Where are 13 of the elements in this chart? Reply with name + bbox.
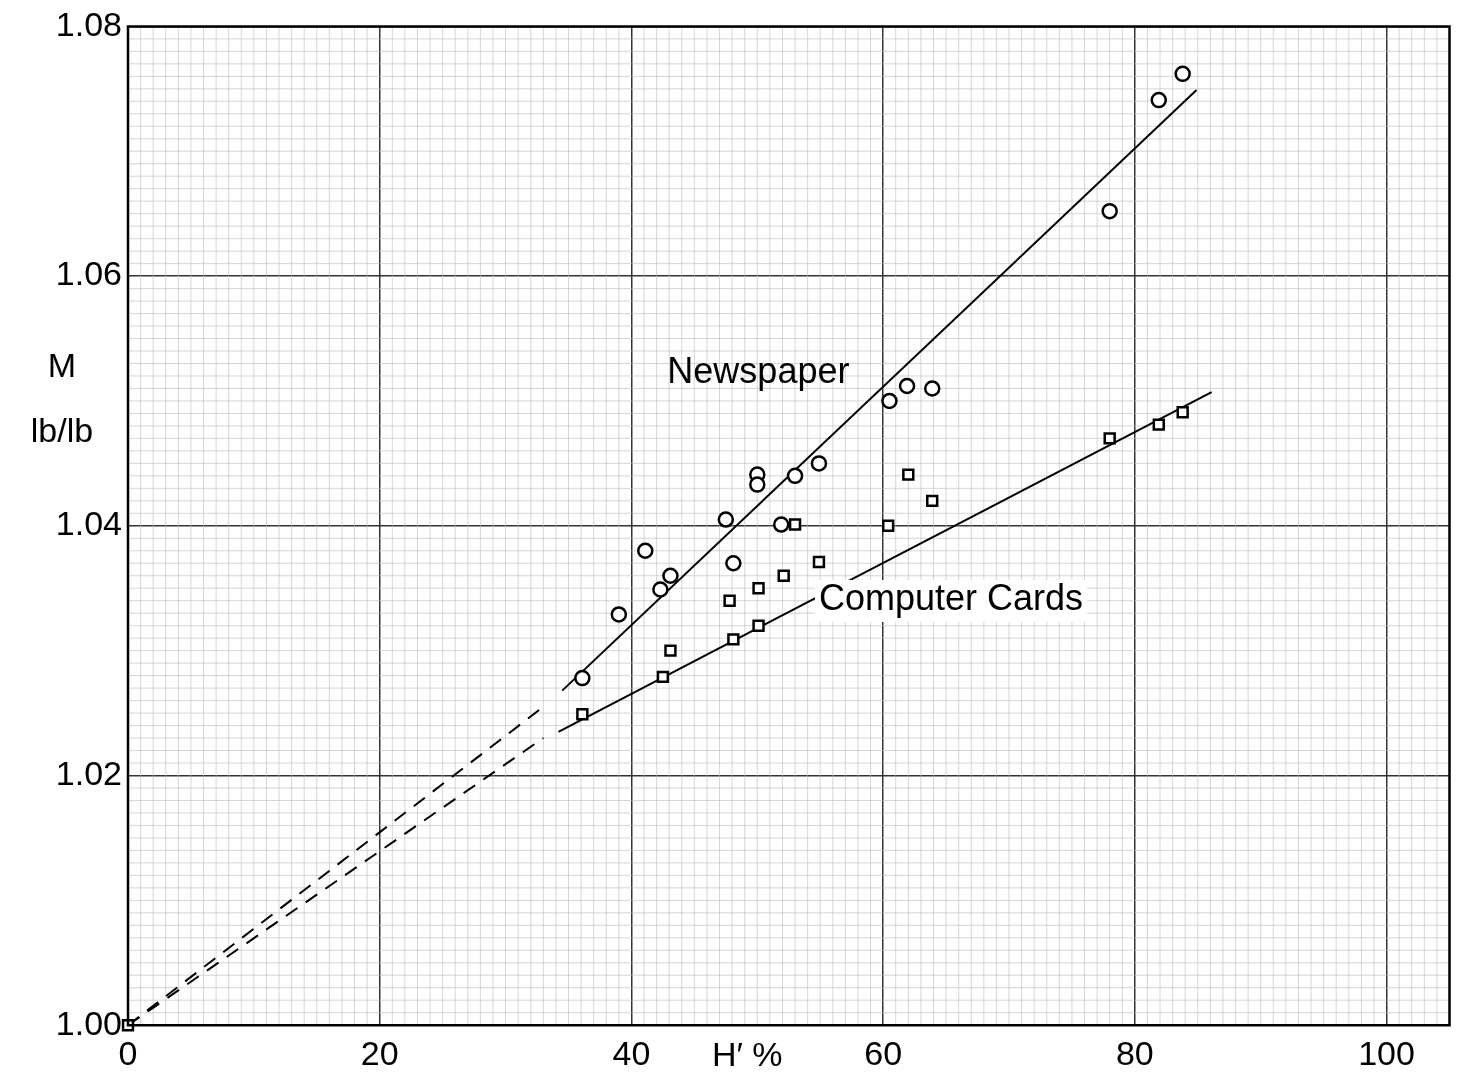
x-tick-label: 80 xyxy=(1115,1033,1154,1072)
series-label: Computer Cards xyxy=(818,576,1084,618)
series-label: Newspaper xyxy=(667,349,850,391)
y-tick-label: 1.06 xyxy=(55,254,122,293)
x-tick-label: 60 xyxy=(864,1033,903,1072)
x-tick-label: 40 xyxy=(612,1033,651,1072)
y-axis-title: M lb/lb xyxy=(30,346,94,450)
y-tick-label: 1.02 xyxy=(55,753,122,792)
y-tick-label: 1.04 xyxy=(55,504,122,543)
x-tick-label: 100 xyxy=(1358,1033,1415,1072)
y-tick-label: 1.08 xyxy=(55,4,122,43)
x-axis-title: H′ % xyxy=(711,1034,783,1073)
x-tick-label: 20 xyxy=(360,1033,399,1072)
